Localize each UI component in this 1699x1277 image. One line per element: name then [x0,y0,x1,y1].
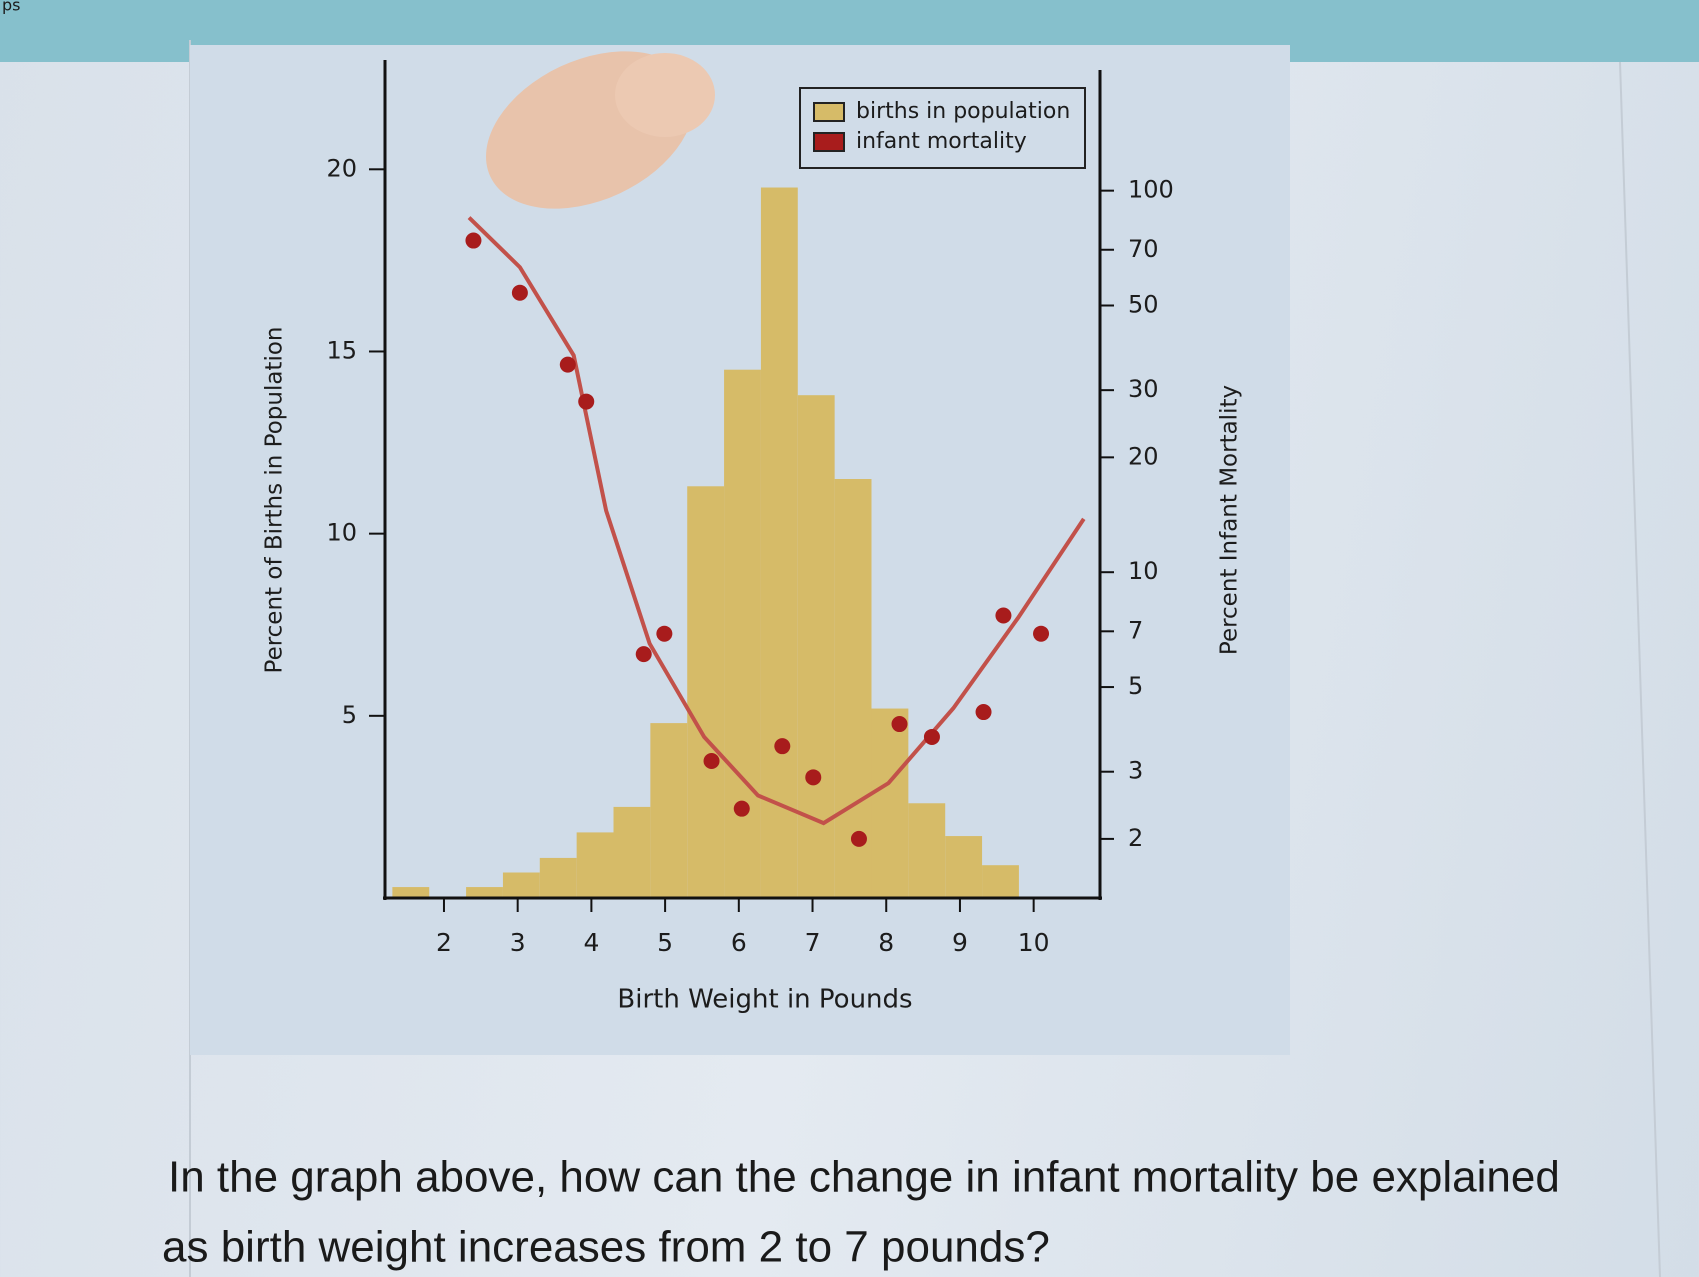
scatter-point [850,830,867,847]
trend-line [467,216,1086,826]
x-tick-label: 8 [878,928,894,957]
y2-tick-label: 30 [1128,375,1159,403]
y-tick-label: 5 [342,701,357,729]
x-tick-label: 6 [731,928,747,957]
histogram-bar [502,872,540,898]
y2-tick-label: 70 [1128,235,1159,263]
x-tick-label: 7 [805,928,821,957]
x-tick-label: 4 [583,928,599,957]
legend-label: births in population [856,99,1070,124]
scatter-point [703,753,720,770]
scatter-point [656,625,673,642]
y-tick-label: 20 [326,154,357,182]
histogram-bar [760,187,798,899]
y2-tick-label: 5 [1128,672,1143,700]
histogram-bar [392,887,430,898]
histogram-bar [724,369,761,898]
x-tick-label: 2 [436,928,452,957]
histogram-bar [797,395,835,898]
y2-tick-label: 50 [1128,291,1159,319]
histogram-bar [687,486,725,898]
scatter-point [923,728,940,745]
scatter-point [733,800,750,817]
y2-tick-label: 7 [1128,616,1143,644]
histogram-bar [576,832,614,898]
x-tick-label: 3 [510,928,526,957]
legend-swatch [813,132,845,152]
x-tick-label: 9 [952,928,968,957]
histogram-bar [871,708,909,898]
histogram-bar [613,806,651,898]
y-axis-label: Percent of Births in Population [262,327,288,674]
scatter-point [995,607,1012,624]
histogram-bar [650,723,688,898]
y2-tick-label: 100 [1128,176,1174,204]
page-edge [1619,61,1661,1277]
scatter-point [559,356,576,373]
y2-tick-label: 10 [1128,557,1159,585]
scatter-point [891,716,908,733]
y2-tick-label: 3 [1128,757,1143,785]
scatter-point [805,769,822,786]
y2-tick-label: 2 [1128,824,1143,852]
scatter-point [975,704,992,721]
question-line: In the graph above, how can the change i… [168,1153,1560,1202]
legend-label: infant mortality [856,129,1027,154]
histogram-bar [908,803,946,898]
scatter-point [1033,625,1050,642]
histogram-bar [945,836,983,898]
x-tick-label: 5 [657,928,673,957]
y-tick-label: 10 [326,519,357,547]
histogram-bar [834,479,872,898]
histogram-bar [982,865,1019,898]
legend-swatch [813,102,845,122]
y2-axis-label: Percent Infant Mortality [1217,385,1243,655]
question-line: as birth weight increases from 2 to 7 po… [162,1223,1050,1272]
histogram-bar [539,857,577,898]
scatter-point [578,393,595,410]
scatter-point [635,646,652,663]
baby-illustration [486,51,715,209]
scatter-point [774,738,791,755]
y-tick-label: 15 [326,336,357,364]
x-tick-label: 10 [1018,928,1050,957]
corner-text: ps [2,0,21,15]
scatter-point [465,232,482,249]
legend-box [799,87,1086,169]
x-axis-label: Birth Weight in Pounds [617,985,912,1015]
scatter-point [511,284,528,301]
y2-tick-label: 20 [1128,442,1159,470]
histogram-bar [466,887,503,898]
